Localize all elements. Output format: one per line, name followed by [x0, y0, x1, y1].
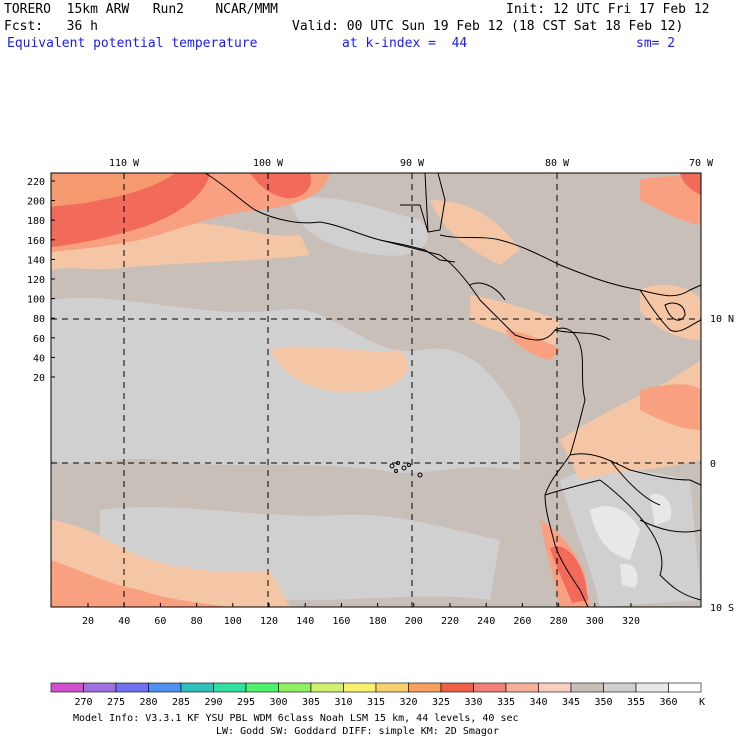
y-tick-label: 140 — [27, 255, 45, 266]
colorbar-label: 345 — [562, 697, 580, 708]
colorbar-swatch — [180, 682, 214, 693]
colorbar-swatch — [343, 682, 377, 693]
x-axis-ticks: 20 40 60 80 100 120 140 160 180 200 220 240 260 280 30… — [82, 603, 640, 627]
colorbar-label: 285 — [172, 697, 190, 708]
colorbar-swatch — [50, 682, 84, 693]
x-tick-label: 60 — [154, 616, 166, 627]
x-tick-label: 20 — [82, 616, 94, 627]
init-time: Init: 12 UTC Fri 17 Feb 12 — [506, 2, 710, 17]
y-tick-label: 60 — [33, 334, 45, 345]
forecast-hour: Fcst: 36 h — [4, 19, 98, 34]
colorbar-swatch — [310, 682, 344, 693]
y-tick-label: 200 — [27, 197, 45, 208]
x-tick-label: 240 — [477, 616, 495, 627]
colorbar-swatch — [278, 682, 312, 693]
colorbar-label: 270 — [74, 697, 92, 708]
y-tick-label: 160 — [27, 236, 45, 247]
colorbar-swatch — [148, 682, 182, 693]
colorbar-swatch — [538, 682, 572, 693]
colorbar-label: 295 — [237, 697, 255, 708]
longitude-labels: 110 W 100 W 90 W 80 W 70 W — [109, 158, 714, 169]
y-tick-label: 40 — [33, 353, 45, 364]
y-tick-label: 220 — [27, 177, 45, 188]
y-axis-ticks: 220 200 180 160 140 120 100 80 60 40 20 — [27, 177, 55, 384]
lat-lon-grid — [51, 173, 701, 607]
x-tick-label: 220 — [441, 616, 459, 627]
colorbar-label: 290 — [204, 697, 222, 708]
colorbar-label: 355 — [627, 697, 645, 708]
colorbar-swatch — [83, 682, 117, 693]
y-tick-label: 180 — [27, 216, 45, 227]
x-tick-label: 140 — [296, 616, 314, 627]
x-tick-label: 40 — [118, 616, 130, 627]
colorbar-swatch — [440, 682, 474, 693]
colorbar-label: 350 — [594, 697, 612, 708]
colorbar-swatch — [115, 682, 149, 693]
colorbar-swatch — [603, 682, 637, 693]
peak-theta-region — [51, 173, 175, 207]
model-title: TORERO 15km ARW Run2 NCAR/MMM — [4, 2, 278, 17]
colorbar-swatch — [635, 682, 669, 693]
colorbar-label: 300 — [269, 697, 287, 708]
x-tick-label: 260 — [513, 616, 531, 627]
x-tick-label: 120 — [260, 616, 278, 627]
x-tick-label: 80 — [191, 616, 203, 627]
colorbar-label: 330 — [464, 697, 482, 708]
colorbar-label: 305 — [302, 697, 320, 708]
plot-frame — [50, 172, 702, 608]
colorbar-label: 315 — [367, 697, 385, 708]
latitude-labels: 10 N 0 10 S — [710, 314, 734, 614]
footer-physics-info: LW: Godd SW: Goddard DIFF: simple KM: 2D… — [216, 726, 499, 737]
colorbar-swatch — [473, 682, 507, 693]
colorbar-label: 325 — [432, 697, 450, 708]
lon-label: 70 W — [689, 158, 714, 169]
very-low-theta-patches — [590, 494, 672, 588]
level-index: at k-index = 44 — [342, 36, 468, 51]
x-tick-label: 200 — [405, 616, 423, 627]
y-tick-label: 80 — [33, 314, 45, 325]
y-tick-label: 120 — [27, 275, 45, 286]
colorbar-swatch — [245, 682, 279, 693]
lon-label: 110 W — [109, 158, 140, 169]
colorbar-swatch — [375, 682, 409, 693]
y-tick-label: 100 — [27, 295, 45, 306]
lat-label: 0 — [710, 459, 716, 470]
colorbar-label: 280 — [139, 697, 157, 708]
colorbar-label: 275 — [107, 697, 125, 708]
x-tick-label: 160 — [332, 616, 350, 627]
colorbar: 270 275 280 285 290 295 300 305 310 315 320 325 330 3… — [50, 682, 705, 708]
lat-label: 10 S — [710, 603, 734, 614]
footer-model-info: Model Info: V3.3.1 KF YSU PBL WDM 6class… — [73, 713, 519, 724]
lon-label: 80 W — [545, 158, 570, 169]
coastlines — [204, 172, 702, 608]
x-tick-label: 320 — [622, 616, 640, 627]
x-tick-label: 180 — [369, 616, 387, 627]
colorbar-swatch — [668, 682, 702, 693]
lat-label: 10 N — [710, 314, 734, 325]
smoothing-label: sm= 2 — [636, 36, 676, 51]
valid-time: Valid: 00 UTC Sun 19 Feb 12 (18 CST Sat … — [292, 19, 684, 34]
colorbar-swatch — [408, 682, 442, 693]
colorbar-label: 360 — [659, 697, 677, 708]
lon-label: 90 W — [400, 158, 425, 169]
colorbar-label: 335 — [497, 697, 515, 708]
colorbar-unit: K — [699, 697, 705, 708]
x-tick-label: 100 — [224, 616, 242, 627]
colorbar-swatch — [570, 682, 604, 693]
colorbar-label: 320 — [399, 697, 417, 708]
colorbar-label: 310 — [334, 697, 352, 708]
colorbar-swatch — [505, 682, 539, 693]
colorbar-label: 340 — [529, 697, 547, 708]
x-tick-label: 280 — [550, 616, 568, 627]
y-tick-label: 20 — [33, 373, 45, 384]
x-tick-label: 300 — [586, 616, 604, 627]
field-name: Equivalent potential temperature — [7, 36, 258, 51]
colorbar-swatch — [213, 682, 247, 693]
lon-label: 100 W — [253, 158, 284, 169]
